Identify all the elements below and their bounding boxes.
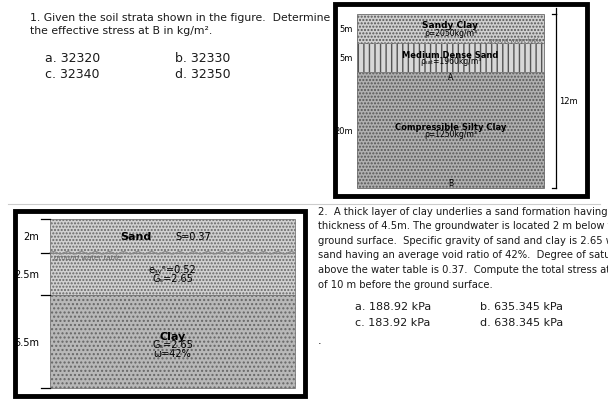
Text: ρ=1250kg/m³: ρ=1250kg/m³ bbox=[424, 130, 477, 139]
Text: .: . bbox=[318, 335, 322, 345]
Text: 5.5m: 5.5m bbox=[14, 337, 39, 347]
FancyBboxPatch shape bbox=[15, 211, 305, 396]
Text: 2.5m: 2.5m bbox=[14, 269, 39, 279]
Text: the effective stress at B in kg/m².: the effective stress at B in kg/m². bbox=[30, 26, 212, 36]
Bar bbox=[357, 44, 544, 73]
Text: ground water table: ground water table bbox=[54, 254, 121, 260]
Text: 12m: 12m bbox=[559, 97, 578, 106]
Text: Gₛ=2.65: Gₛ=2.65 bbox=[152, 339, 193, 348]
Text: 5m: 5m bbox=[340, 25, 353, 34]
Text: ρₛₐₜ=1960kg/m³: ρₛₐₜ=1960kg/m³ bbox=[420, 57, 481, 66]
Bar bbox=[50, 253, 295, 295]
FancyBboxPatch shape bbox=[335, 5, 587, 196]
Bar bbox=[50, 295, 295, 388]
Bar bbox=[357, 73, 544, 189]
Text: a. 188.92 kPa: a. 188.92 kPa bbox=[355, 301, 431, 311]
Text: a. 32320: a. 32320 bbox=[45, 52, 100, 65]
Text: b. 635.345 kPa: b. 635.345 kPa bbox=[480, 301, 563, 311]
Text: above the water table is 0.37.  Compute the total stress at a depth: above the water table is 0.37. Compute t… bbox=[318, 264, 608, 274]
Text: c. 32340: c. 32340 bbox=[45, 68, 100, 81]
Text: ground surface.  Specific gravity of sand and clay is 2.65 with: ground surface. Specific gravity of sand… bbox=[318, 236, 608, 245]
Text: of 10 m before the ground surface.: of 10 m before the ground surface. bbox=[318, 279, 492, 289]
Text: 1. Given the soil strata shown in the figure.  Determine: 1. Given the soil strata shown in the fi… bbox=[30, 13, 330, 23]
Text: c. 183.92 kPa: c. 183.92 kPa bbox=[355, 317, 430, 327]
Text: thickness of 4.5m. The groundwater is located 2 m below the: thickness of 4.5m. The groundwater is lo… bbox=[318, 221, 608, 231]
Text: 2m: 2m bbox=[23, 231, 39, 241]
Text: Sandy Clay: Sandy Clay bbox=[423, 21, 478, 30]
Text: 20m: 20m bbox=[334, 126, 353, 135]
Text: d. 32350: d. 32350 bbox=[175, 68, 230, 81]
Text: ω=42%: ω=42% bbox=[154, 348, 192, 357]
Text: Medium Dense Sand: Medium Dense Sand bbox=[402, 50, 499, 59]
Bar bbox=[50, 220, 295, 253]
Text: d. 638.345 kPa: d. 638.345 kPa bbox=[480, 317, 563, 327]
Text: eₐᵥᵉ=0.52: eₐᵥᵉ=0.52 bbox=[148, 265, 196, 275]
Text: Clay: Clay bbox=[159, 331, 185, 341]
Text: 2.  A thick layer of clay underlies a sand formation having a: 2. A thick layer of clay underlies a san… bbox=[318, 207, 608, 216]
Text: Compressible Silty Clay: Compressible Silty Clay bbox=[395, 123, 506, 132]
Text: Sand: Sand bbox=[120, 231, 151, 241]
Text: b. 32330: b. 32330 bbox=[175, 52, 230, 65]
Text: S=0.37: S=0.37 bbox=[176, 231, 212, 241]
Text: ρ=2050kg/m³: ρ=2050kg/m³ bbox=[424, 29, 477, 37]
Text: 5m: 5m bbox=[340, 54, 353, 63]
Text: B: B bbox=[448, 179, 453, 188]
Text: Gₛ=2.65: Gₛ=2.65 bbox=[152, 274, 193, 284]
Text: ground water table: ground water table bbox=[489, 38, 542, 43]
Bar bbox=[357, 15, 544, 44]
Text: sand having an average void ratio of 42%.  Degree of saturation: sand having an average void ratio of 42%… bbox=[318, 250, 608, 260]
Text: A: A bbox=[448, 73, 453, 82]
